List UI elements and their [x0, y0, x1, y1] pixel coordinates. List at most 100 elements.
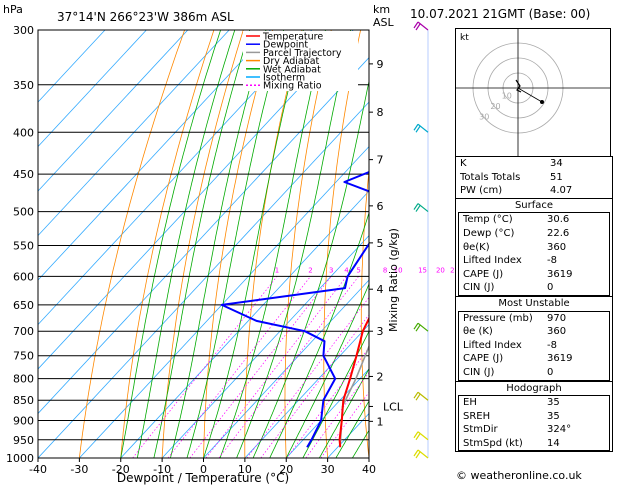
isotherm-line — [38, 30, 189, 192]
mixing-ratio-line — [218, 276, 359, 458]
x-tick-label: -10 — [153, 463, 171, 476]
table-row-label: StmDir — [463, 424, 498, 436]
indices-panel: K 34 Totals Totals 51 PW (cm) 4.07 Surface Te… — [455, 156, 613, 453]
table-row: Pressure (mb) 970 — [459, 312, 609, 326]
wet-adiabat-line — [252, 79, 369, 458]
wind-barb — [413, 431, 429, 441]
table-row-value: 35 — [547, 397, 560, 409]
table-row: Dewp (°C) 22.6 — [459, 227, 609, 241]
table-row: CIN (J) 0 — [459, 366, 609, 380]
km-tick-label: 7 — [377, 154, 384, 167]
wet-adiabat-line — [120, 30, 221, 458]
pressure-tick-label: 850 — [13, 394, 34, 407]
wind-barb — [413, 391, 429, 401]
credit: © weatheronline.co.uk — [456, 469, 582, 482]
table-row-value: 3619 — [547, 353, 573, 365]
table-row-value: 0 — [547, 366, 554, 378]
mixing-ratio-line — [246, 296, 369, 458]
table-row-label: Lifted Index — [463, 339, 522, 351]
wet-adiabat-line — [285, 283, 369, 458]
table-row-label: Totals Totals — [460, 171, 521, 183]
table-row-label: StmSpd (kt) — [463, 437, 523, 449]
table-row-value: -8 — [547, 255, 557, 267]
pressure-tick-label: 1000 — [6, 452, 34, 465]
storm-motion-vector — [517, 87, 543, 103]
table-row-label: SREH — [463, 410, 491, 422]
wet-adiabat-line — [170, 30, 267, 458]
dry-adiabat-line — [284, 30, 332, 458]
table-row-label: EH — [463, 397, 477, 409]
table-row-label: CIN (J) — [463, 366, 495, 378]
hpa-label: hPa — [3, 3, 23, 16]
table-row-value: 0 — [547, 282, 554, 294]
legend-entry: Temperature — [262, 32, 323, 43]
surface-title: Surface — [514, 199, 554, 211]
km-tick-label: 8 — [377, 106, 384, 119]
legend-entry: Parcel Trajectory — [263, 48, 342, 59]
km-tick-label: 2 — [377, 370, 384, 383]
surface-section: Surface Temp (°C) 30.6 Dewp (°C) 22.6 θe(K) 3… — [456, 197, 612, 296]
pressure-tick-label: 350 — [13, 79, 34, 92]
table-row: SREH 35 — [459, 410, 609, 424]
mixing-ratio-line — [132, 276, 278, 458]
legend-entry: Dewpoint — [263, 40, 308, 51]
isotherm-line — [38, 30, 354, 370]
pressure-tick-label: 700 — [13, 325, 34, 338]
isotherm-line — [38, 30, 106, 103]
table-row: K 34 — [456, 157, 612, 171]
header: hPa 37°14'N 266°23'W 386m ASL km ASL 10.… — [3, 3, 590, 29]
legend-box — [243, 31, 358, 91]
legend-entry: Isotherm — [263, 73, 305, 84]
x-tick-label: 20 — [279, 463, 293, 476]
hodograph-kt-label: kt — [460, 33, 469, 43]
wind-barb — [413, 322, 429, 332]
km-tick-label: 9 — [377, 58, 384, 71]
pressure-tick-label: 500 — [13, 206, 34, 219]
table-row: CIN (J) 0 — [459, 281, 609, 295]
isotherm-line — [38, 57, 369, 415]
dry-adiabat-line — [323, 30, 361, 458]
km-tick-label: 4 — [377, 283, 384, 296]
table-row-label: CAPE (J) — [463, 353, 504, 365]
km-label: km — [373, 3, 390, 16]
table-row-label: Temp (°C) — [463, 214, 513, 226]
table-row-label: Dewp (°C) — [463, 227, 515, 239]
hodograph-ring-label: 30 — [479, 113, 489, 122]
table-row-value: 22.6 — [547, 227, 570, 239]
mixing-ratio-label: 8 — [383, 266, 387, 274]
table-row: Totals Totals 51 — [456, 171, 612, 185]
wind-barb — [413, 449, 429, 459]
x-tick-label: 30 — [321, 463, 335, 476]
legend-entry: Dry Adiabat — [263, 56, 320, 67]
table-row-value: 3619 — [547, 268, 573, 280]
table-row-label: Lifted Index — [463, 255, 522, 267]
dry-adiabat-line — [120, 30, 215, 458]
hodograph-title: Hodograph — [506, 382, 562, 394]
isotherm-line — [38, 30, 230, 237]
table-row: StmDir 324° — [459, 423, 609, 437]
table-row-value: 14 — [547, 437, 560, 449]
mixing-ratio-line — [260, 314, 369, 458]
table-row-value: 51 — [550, 171, 563, 183]
wind-barb — [413, 123, 429, 133]
legend-entry: Wet Adiabat — [263, 64, 321, 75]
wet-adiabat-line — [153, 30, 251, 458]
x-tick-label: -20 — [112, 463, 130, 476]
table-row-value: -8 — [547, 339, 557, 351]
dry-adiabat-line — [244, 30, 303, 458]
dry-adiabat-line — [360, 167, 369, 458]
mixing-ratio-label: 5 — [356, 266, 360, 274]
dewpoint-curve — [220, 171, 369, 448]
hodograph-ring-label: 10 — [502, 92, 512, 101]
x-tick-label: 10 — [238, 463, 252, 476]
wind-barb — [413, 203, 429, 213]
wet-adiabat-line — [236, 30, 352, 458]
dry-adiabat-line — [203, 30, 273, 458]
table-row-value: 360 — [547, 241, 567, 253]
table-row: PW (cm) 4.07 — [456, 184, 612, 198]
dry-adiabat-line — [79, 30, 185, 458]
isotherm-line — [38, 30, 147, 148]
mixing-ratio-label: 4 — [344, 266, 349, 274]
km-tick-label: 3 — [377, 325, 384, 338]
